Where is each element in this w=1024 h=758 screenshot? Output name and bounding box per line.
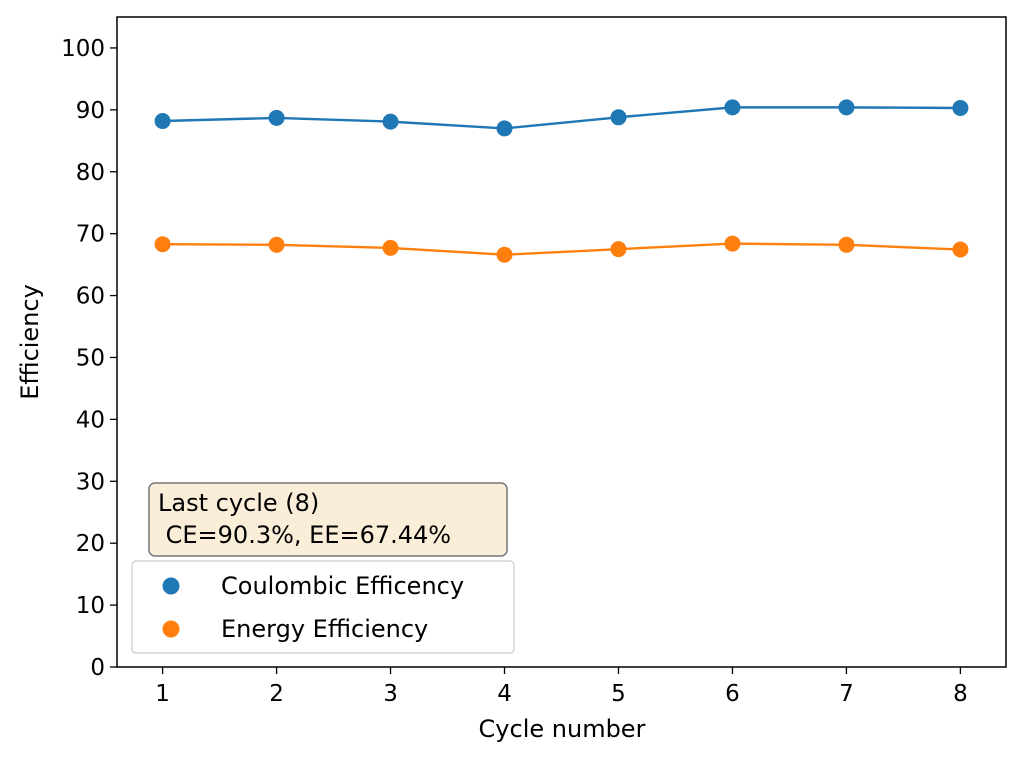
- x-tick-label: 2: [269, 681, 284, 707]
- data-point-coulombic: [155, 113, 171, 129]
- x-tick-label: 5: [611, 681, 626, 707]
- legend-label-energy: Energy Efficiency: [221, 615, 428, 643]
- y-tick-label: 20: [76, 531, 105, 557]
- x-tick-label: 1: [155, 681, 170, 707]
- y-tick-label: 70: [76, 222, 105, 248]
- data-point-coulombic: [952, 100, 968, 116]
- data-point-coulombic: [838, 99, 854, 115]
- y-tick-label: 10: [76, 593, 105, 619]
- data-point-energy: [269, 237, 285, 253]
- data-point-energy: [838, 237, 854, 253]
- legend-marker-coulombic: [163, 578, 180, 595]
- y-tick-label: 0: [90, 655, 105, 681]
- legend-label-coulombic: Coulombic Efficency: [221, 572, 464, 600]
- data-point-energy: [497, 247, 513, 263]
- y-tick-label: 30: [76, 469, 105, 495]
- data-point-coulombic: [724, 99, 740, 115]
- x-tick-label: 6: [725, 681, 740, 707]
- data-point-coulombic: [383, 114, 399, 130]
- data-point-coulombic: [497, 120, 513, 136]
- chart: 0 10 20 30 40 50 60 70 80 90 100 1 2 3 4 5 6 7 8 Cycle num…: [0, 0, 1024, 758]
- y-tick-label: 80: [76, 160, 105, 186]
- chart-svg: 0 10 20 30 40 50 60 70 80 90 100 1 2 3 4 5 6 7 8 Cycle num…: [0, 0, 1024, 758]
- x-tick-label: 8: [953, 681, 968, 707]
- annotation-box: Last cycle (8) CE=90.3%, EE=67.44%: [149, 483, 507, 556]
- data-point-coulombic: [269, 110, 285, 126]
- legend: Coulombic Efficency Energy Efficiency: [132, 561, 514, 653]
- data-point-energy: [952, 242, 968, 258]
- y-tick-label: 90: [76, 98, 105, 124]
- x-tick-label: 3: [383, 681, 398, 707]
- data-point-energy: [383, 240, 399, 256]
- x-axis-label: Cycle number: [479, 715, 646, 743]
- y-tick-label: 40: [76, 407, 105, 433]
- y-axis-label: Efficiency: [16, 284, 44, 400]
- x-tick-label: 7: [839, 681, 854, 707]
- y-tick-label: 100: [61, 36, 105, 62]
- y-tick-label: 60: [76, 284, 105, 310]
- data-point-coulombic: [610, 109, 626, 125]
- data-point-energy: [155, 236, 171, 252]
- annotation-line-1: Last cycle (8): [158, 489, 319, 517]
- x-tick-label: 4: [497, 681, 512, 707]
- y-tick-label: 50: [76, 345, 105, 371]
- annotation-line-2: CE=90.3%, EE=67.44%: [158, 521, 451, 549]
- data-point-energy: [724, 236, 740, 252]
- data-point-energy: [610, 241, 626, 257]
- legend-marker-energy: [163, 621, 180, 638]
